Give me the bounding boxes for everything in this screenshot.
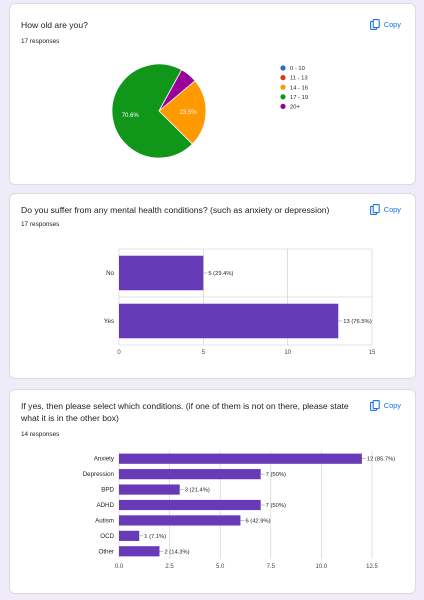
- question-card-mental-health: Do you suffer from any mental health con…: [9, 193, 416, 379]
- category-label: BPD: [101, 487, 114, 494]
- legend-label: 0 - 10: [290, 66, 305, 72]
- copy-button[interactable]: Copy: [369, 400, 401, 411]
- bar: [119, 484, 180, 495]
- x-tick-label: 2.5: [165, 564, 174, 570]
- copy-label: Copy: [383, 205, 401, 214]
- copy-label: Copy: [383, 20, 401, 29]
- copy-button[interactable]: Copy: [369, 19, 401, 30]
- pie-slice-label: 23.5%: [180, 110, 198, 116]
- bar: [119, 303, 339, 339]
- x-tick-label: 5.0: [216, 564, 225, 570]
- response-count: 14 responses: [21, 431, 60, 438]
- copy-icon: [369, 400, 380, 411]
- x-tick-label: 5: [202, 350, 206, 356]
- legend-marker: [280, 65, 286, 71]
- question-title-line-2: what it is in the other box): [21, 413, 119, 423]
- pie-slice: [158, 80, 207, 145]
- bar: [119, 530, 140, 541]
- category-label: Autism: [95, 517, 114, 524]
- response-count: 17 responses: [21, 38, 60, 45]
- data-label: 1 (7.1%): [144, 534, 166, 540]
- copy-button[interactable]: Copy: [369, 204, 401, 215]
- question-title-line-1: If yes, then please select which conditi…: [21, 401, 349, 411]
- data-label: 13 (76.5%): [343, 319, 371, 325]
- x-tick-label: 15: [369, 350, 376, 356]
- question-card-conditions: If yes, then please select which conditi…: [9, 389, 416, 594]
- data-label: 3 (21.4%): [185, 488, 210, 494]
- x-tick-label: 7.5: [267, 564, 276, 570]
- response-count: 17 responses: [21, 221, 60, 228]
- legend-label: 17 - 19: [290, 95, 308, 101]
- copy-icon: [369, 19, 380, 30]
- bar: [119, 469, 261, 480]
- pie-slice: [158, 69, 196, 112]
- bar: [119, 255, 204, 291]
- category-label: ADHD: [96, 502, 114, 509]
- bar: [119, 515, 241, 526]
- legend-label: 11 - 13: [290, 76, 308, 82]
- legend-marker: [280, 94, 286, 100]
- category-label: OCD: [100, 533, 114, 540]
- x-tick-label: 10.0: [316, 564, 328, 570]
- bar: [119, 499, 261, 511]
- data-label: 7 (50%): [266, 472, 286, 478]
- question-title: How old are you?: [21, 20, 88, 30]
- bar: [119, 453, 362, 464]
- category-label: Yes: [104, 318, 114, 325]
- legend-marker: [280, 103, 286, 109]
- x-tick-label: 12.5: [366, 564, 378, 570]
- copy-label: Copy: [383, 401, 401, 410]
- data-label: 5 (29.4%): [208, 271, 233, 277]
- x-tick-label: 0.0: [115, 564, 124, 570]
- mental-health-bar-chart: 0 5 10 15 No 5 (29.4%) Yes 13 (76.5%): [104, 248, 376, 356]
- category-label: Other: [99, 548, 114, 555]
- legend-label: 14 - 16: [290, 85, 308, 91]
- age-pie-chart: 23.5% 70.6% 0 - 10 11 - 13 14 - 16 17 - 19 20+: [111, 63, 308, 159]
- conditions-bar-chart: 0.0 2.5 5.0 7.5 10.0 12.5 Anxiety 12 (85.7%) Dep…: [83, 451, 395, 570]
- x-tick-label: 0: [117, 350, 121, 356]
- copy-icon: [369, 204, 380, 215]
- question-card-age: How old are you? 17 responses Copy 23.5%…: [9, 3, 416, 185]
- category-label: Depression: [83, 471, 115, 478]
- legend-marker: [280, 75, 286, 81]
- legend-marker: [280, 84, 286, 90]
- category-label: Anxiety: [94, 456, 115, 463]
- bar: [119, 546, 160, 557]
- data-label: 6 (42.9%): [245, 518, 270, 524]
- data-label: 2 (14.3%): [164, 549, 189, 555]
- legend-label: 20+: [290, 105, 300, 111]
- pie-slice-label: 70.6%: [122, 113, 140, 119]
- data-label: 7 (50%): [266, 503, 286, 509]
- data-label: 12 (85.7%): [367, 457, 395, 463]
- category-label: No: [106, 270, 114, 277]
- x-tick-label: 10: [284, 350, 291, 356]
- pie-slice: [111, 63, 193, 159]
- question-title: Do you suffer from any mental health con…: [21, 205, 330, 215]
